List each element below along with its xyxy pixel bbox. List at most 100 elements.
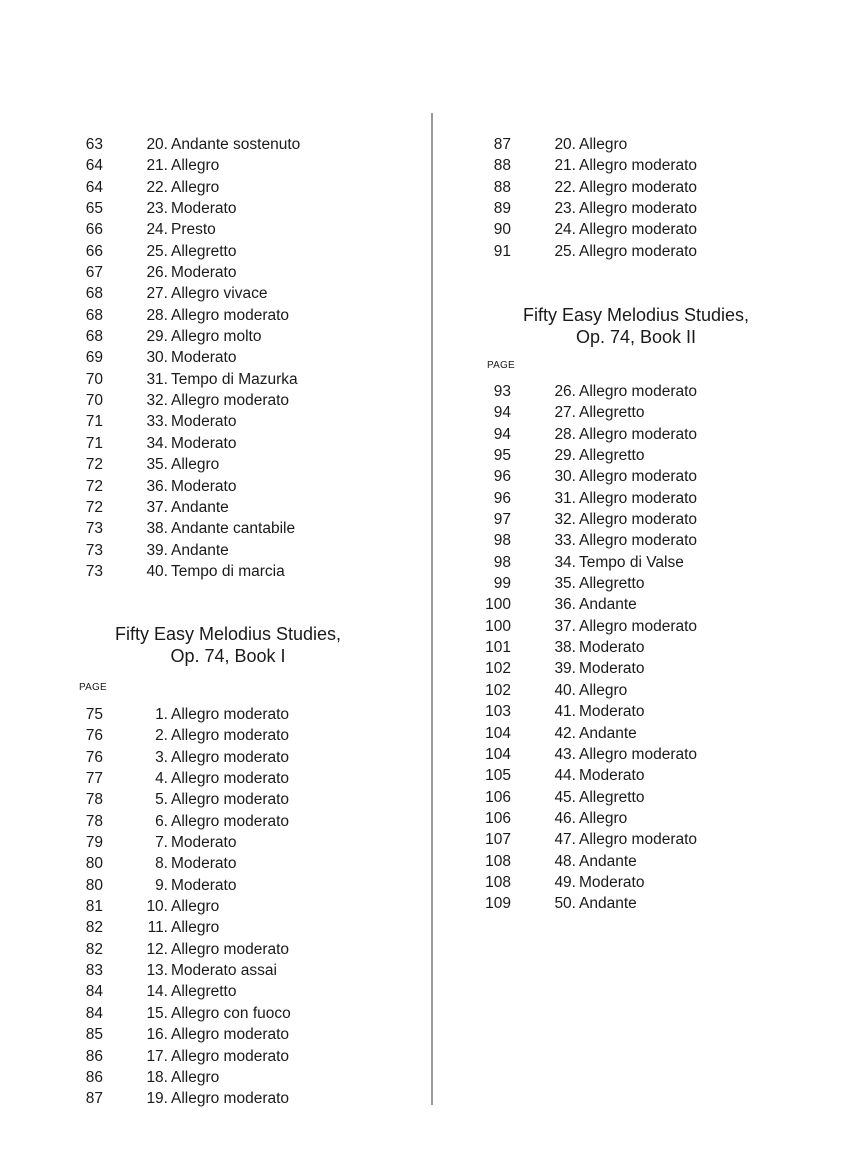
study-number: 14. xyxy=(146,983,168,1001)
page-number: 72 xyxy=(85,477,103,495)
page-number: 68 xyxy=(85,285,103,303)
page-number: 89 xyxy=(493,200,511,218)
study-number: 21. xyxy=(554,157,576,175)
study-title: Allegro molto xyxy=(171,328,262,346)
study-number: 24. xyxy=(146,221,168,239)
study-title: Allegro moderato xyxy=(579,489,698,507)
page-number: 109 xyxy=(485,895,511,913)
page-number: 88 xyxy=(493,178,511,196)
page-number: 84 xyxy=(85,983,103,1001)
page-number: 99 xyxy=(493,575,511,593)
study-number: 19. xyxy=(146,1090,168,1108)
study-number: 6. xyxy=(155,812,168,830)
study-title: Moderato xyxy=(171,834,237,852)
study-number: 30. xyxy=(554,468,576,486)
study-title: Allegro moderato xyxy=(171,392,290,410)
page-number: 70 xyxy=(85,392,103,410)
study-title: Allegro xyxy=(171,178,220,196)
column-divider xyxy=(431,113,433,1105)
study-number: 25. xyxy=(146,242,168,260)
study-number: 27. xyxy=(554,404,576,422)
study-number: 27. xyxy=(146,285,168,303)
study-title: Andante xyxy=(579,895,637,913)
page-number: 104 xyxy=(485,724,511,742)
study-title: Allegro moderato xyxy=(171,706,290,723)
study-number: 29. xyxy=(146,328,168,346)
page-number: 98 xyxy=(493,532,511,550)
page-number: 70 xyxy=(85,370,103,388)
study-title: Allegro con fuoco xyxy=(171,1004,291,1022)
page-number: 68 xyxy=(85,328,103,346)
study-title: Andante cantabile xyxy=(171,520,296,538)
study-title: Allegretto xyxy=(579,447,645,465)
study-number: 30. xyxy=(146,349,168,367)
study-title: Allegro moderato xyxy=(171,306,290,324)
study-number: 16. xyxy=(146,1026,168,1044)
page-number: 64 xyxy=(85,178,103,196)
page-number: 108 xyxy=(485,873,511,891)
study-title: Allegro moderato xyxy=(579,383,698,400)
page-number: 97 xyxy=(493,511,511,529)
study-number: 12. xyxy=(146,940,168,958)
study-number: 3. xyxy=(155,748,168,766)
study-title: Allegro moderato xyxy=(171,940,290,958)
study-number: 20. xyxy=(146,136,168,153)
study-title: Moderato xyxy=(171,200,237,218)
study-number: 15. xyxy=(146,1004,168,1022)
study-number: 23. xyxy=(554,200,576,218)
study-title: Allegro xyxy=(171,1068,220,1086)
study-title: Moderato xyxy=(171,876,237,894)
heading-line-2: Op. 74, Book I xyxy=(170,646,286,666)
study-number: 36. xyxy=(146,477,168,495)
page-number: 63 xyxy=(85,136,103,153)
study-number: 32. xyxy=(554,511,576,529)
study-number: 29. xyxy=(554,447,576,465)
study-title: Moderato xyxy=(579,703,645,721)
study-number: 7. xyxy=(155,834,168,852)
study-title: Allegro moderato xyxy=(579,242,698,260)
study-number: 34. xyxy=(554,553,576,571)
study-number: 42. xyxy=(554,724,576,742)
study-number: 35. xyxy=(554,575,576,593)
page-number: 96 xyxy=(493,489,511,507)
study-number: 31. xyxy=(146,370,168,388)
study-title: Allegretto xyxy=(579,788,645,806)
study-title: Allegro moderato xyxy=(171,770,290,788)
study-number: 32. xyxy=(146,392,168,410)
page-number: 73 xyxy=(85,562,103,580)
page-number: 68 xyxy=(85,306,103,324)
study-number: 8. xyxy=(155,855,168,873)
page-column-label: PAGE xyxy=(487,360,515,371)
study-title: Allegretto xyxy=(579,575,645,593)
study-number: 31. xyxy=(554,489,576,507)
study-title: Allegro moderato xyxy=(579,532,698,550)
page-number: 64 xyxy=(85,157,103,175)
study-number: 11. xyxy=(147,919,168,937)
study-number: 36. xyxy=(554,596,576,614)
page-number: 72 xyxy=(85,456,103,474)
study-number: 10. xyxy=(146,898,168,916)
study-title: Moderato xyxy=(171,855,237,873)
study-number: 26. xyxy=(146,264,168,282)
study-number: 50. xyxy=(554,895,576,913)
study-number: 43. xyxy=(554,745,576,763)
book-i-heading: Fifty Easy Melodius Studies, Op. 74, Boo… xyxy=(68,623,388,667)
study-title: Allegro moderato xyxy=(579,200,698,218)
study-title: Moderato xyxy=(579,660,645,678)
study-title: Allegro moderato xyxy=(171,748,290,766)
page-number: 100 xyxy=(485,617,511,635)
study-number: 17. xyxy=(146,1047,168,1065)
page-number: 77 xyxy=(85,770,103,788)
page-number: 101 xyxy=(485,639,511,657)
study-number: 39. xyxy=(146,541,168,559)
study-number: 28. xyxy=(146,306,168,324)
study-title: Tempo di marcia xyxy=(171,562,285,580)
study-title: Allegro xyxy=(579,136,628,153)
study-number: 26. xyxy=(554,383,576,400)
study-title: Allegro moderato xyxy=(579,831,698,849)
study-title: Moderato xyxy=(171,349,237,367)
study-number: 39. xyxy=(554,660,576,678)
study-title: Allegro moderato xyxy=(579,425,698,443)
study-number: 37. xyxy=(554,617,576,635)
page-number: 90 xyxy=(493,221,511,239)
